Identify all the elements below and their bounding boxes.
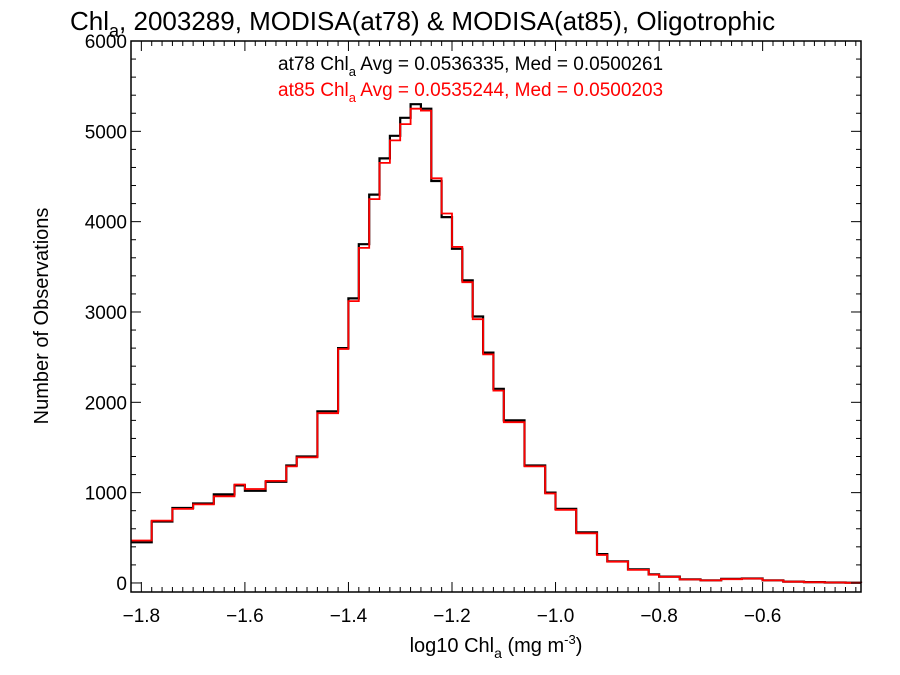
x-axis-title: log10 Chla (mg m-3) [410,632,583,661]
x-tick-label: −0.8 [640,606,678,627]
y-tick-label: 6000 [85,32,127,53]
x-tick-label: −1.8 [123,606,161,627]
x-tick-label: −0.6 [744,606,782,627]
x-tick-label: −1.6 [226,606,264,627]
stats-annotations: at78 Chla Avg = 0.0536335, Med = 0.05002… [278,54,663,105]
y-tick-label: 2000 [85,393,127,414]
x-tick-label: −1.4 [330,606,368,627]
y-tick-label: 3000 [85,303,127,324]
at85-stats-label: at85 Chla Avg = 0.0535244, Med = 0.05002… [278,80,663,105]
y-tick-label: 1000 [85,484,127,505]
y-tick-label: 5000 [85,122,127,143]
series-layer [131,103,863,584]
x-tick-label: −1.0 [537,606,575,627]
y-axis-title: Number of Observations [31,208,53,425]
x-tick-label: −1.2 [433,606,471,627]
ticks-layer: −1.8 −1.6 −1.4 −1.2 −1.0 −0.8 −0.6 0 1000 2000 300… [85,32,861,627]
at78-stats-label: at78 Chla Avg = 0.0536335, Med = 0.05002… [278,54,663,79]
series-0-line [131,103,863,584]
chart-title: Chla, 2003289, MODISA(at78) & MODISA(at8… [70,6,775,41]
y-tick-label: 0 [116,574,127,595]
y-tick-label: 4000 [85,213,127,234]
plot-frame [130,40,862,593]
series-1-line [131,107,862,584]
